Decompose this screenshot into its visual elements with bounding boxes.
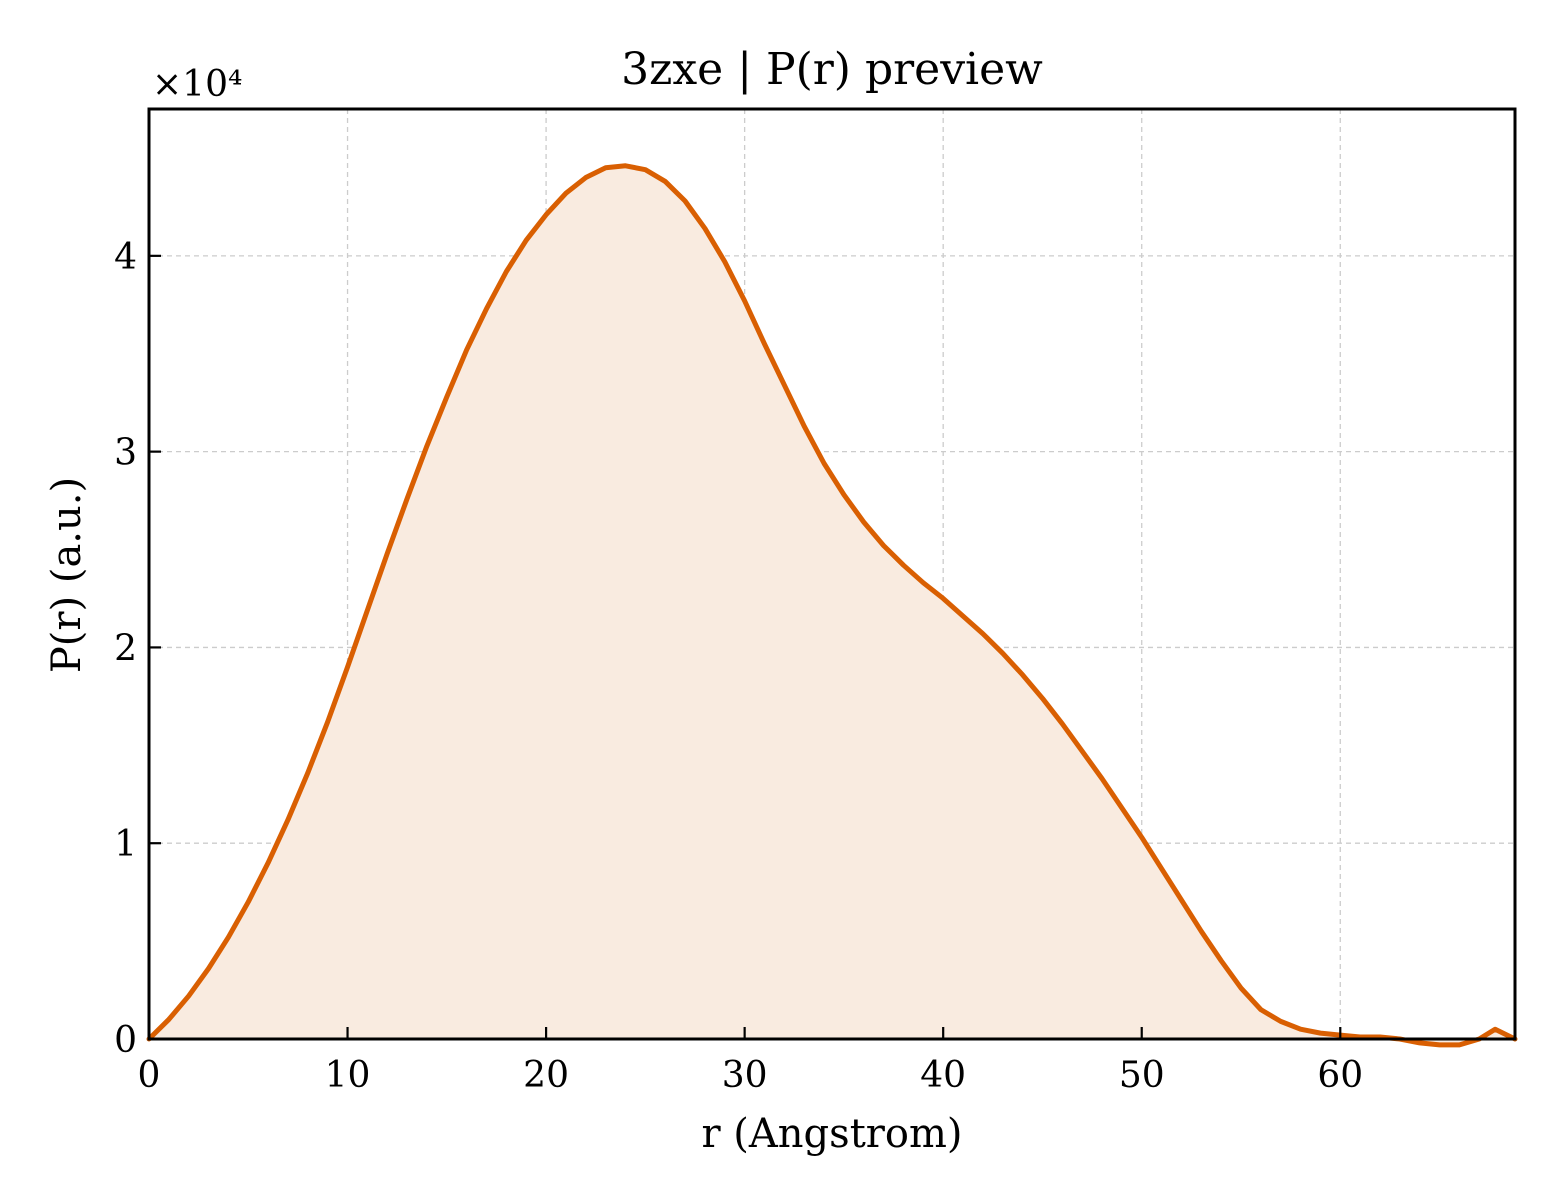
x-tick-label: 60 (1317, 1055, 1363, 1096)
y-tick-label: 1 (114, 824, 137, 865)
axis-ticks: 0 10 20 30 40 50 60 0 1 2 3 4 (114, 237, 1363, 1096)
pr-area-fill (149, 165, 1515, 1045)
x-axis-label: r (Angstrom) (701, 1111, 962, 1157)
x-tick-label: 0 (138, 1055, 161, 1096)
x-tick-label: 50 (1119, 1055, 1165, 1096)
y-axis-label: P(r) (a.u.) (44, 477, 90, 673)
y-tick-label: 0 (114, 1020, 137, 1061)
x-tick-label: 10 (325, 1055, 371, 1096)
y-tick-label: 3 (114, 433, 137, 474)
x-tick-label: 40 (920, 1055, 966, 1096)
pr-series-line (146, 163, 1518, 1048)
chart-title: 3zxe | P(r) preview (621, 44, 1043, 95)
x-tick-label: 30 (722, 1055, 768, 1096)
plot-frame (147, 107, 1517, 1041)
x-tick-label: 20 (523, 1055, 569, 1096)
y-tick-label: 4 (114, 237, 137, 278)
y-axis-multiplier: ×10⁴ (152, 64, 242, 105)
y-tick-label: 2 (114, 628, 137, 669)
